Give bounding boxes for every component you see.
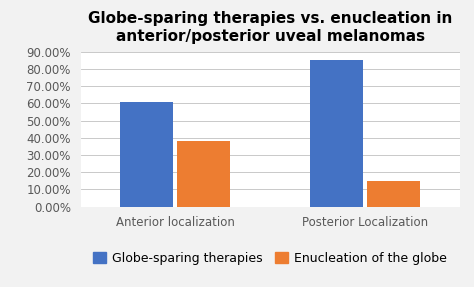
Title: Globe-sparing therapies vs. enucleation in
anterior/posterior uveal melanomas: Globe-sparing therapies vs. enucleation … [88, 11, 452, 44]
Bar [120, 102, 173, 207]
Bar [367, 181, 420, 207]
Legend: Globe-sparing therapies, Enucleation of the globe: Globe-sparing therapies, Enucleation of … [89, 247, 452, 270]
Bar [310, 60, 363, 207]
Bar [177, 141, 230, 207]
